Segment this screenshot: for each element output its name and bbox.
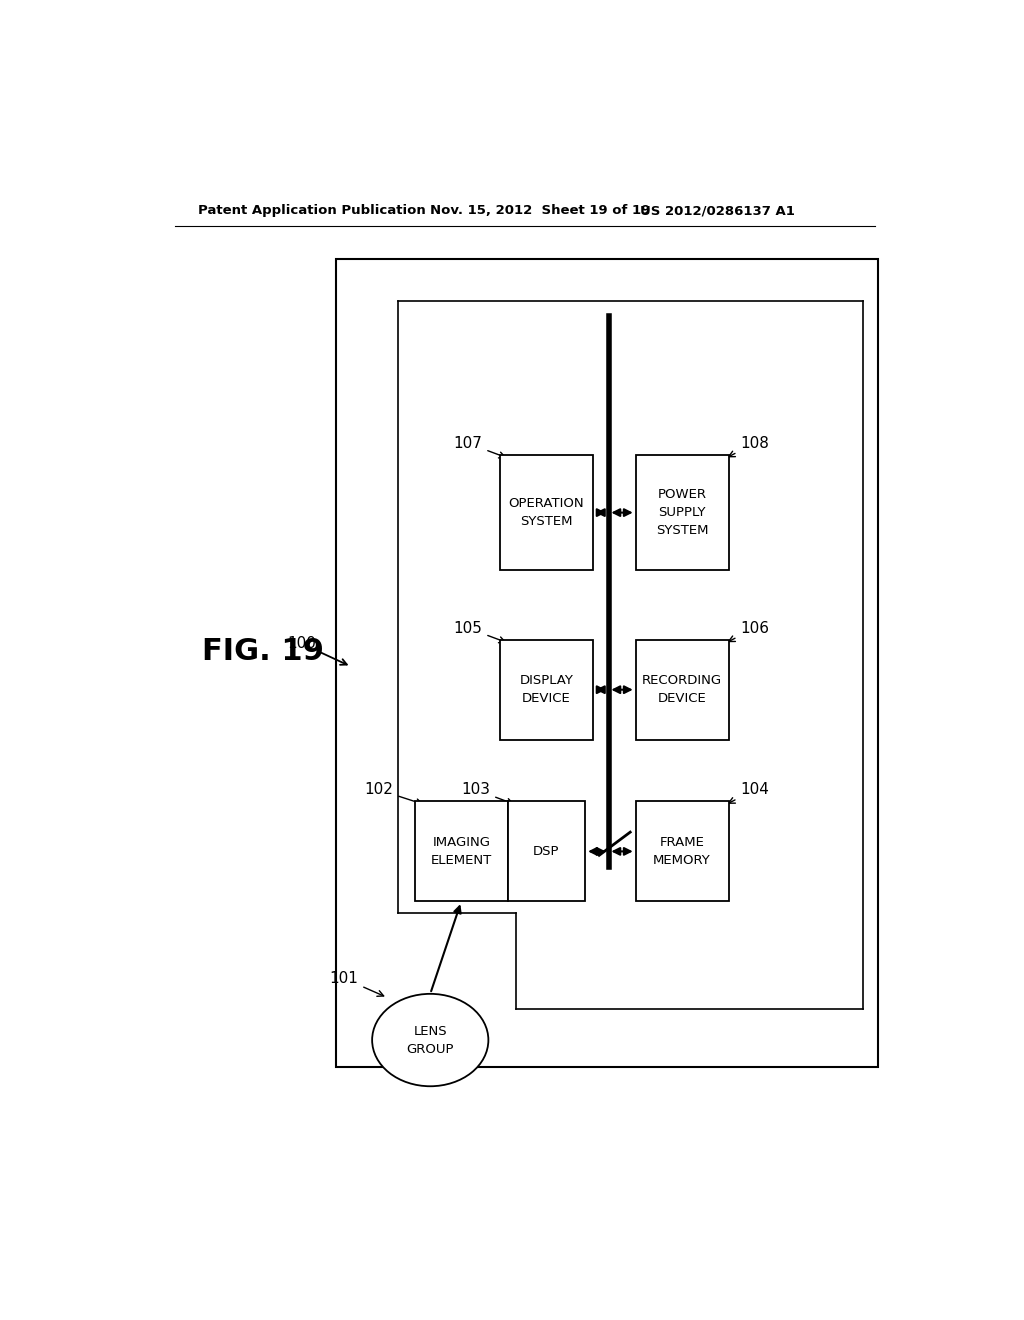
Text: DISPLAY
DEVICE: DISPLAY DEVICE — [519, 675, 573, 705]
Ellipse shape — [372, 994, 488, 1086]
Text: 103: 103 — [461, 783, 513, 804]
Text: 102: 102 — [365, 783, 422, 805]
Bar — [508, 801, 586, 902]
Bar — [415, 801, 508, 902]
Text: Patent Application Publication: Patent Application Publication — [198, 205, 426, 218]
Bar — [636, 455, 729, 570]
Text: 100: 100 — [287, 636, 347, 665]
Text: 107: 107 — [454, 436, 505, 458]
Bar — [636, 801, 729, 902]
Text: RECORDING
DEVICE: RECORDING DEVICE — [642, 675, 722, 705]
Text: 108: 108 — [729, 436, 769, 457]
Text: LENS
GROUP: LENS GROUP — [407, 1024, 454, 1056]
Bar — [500, 640, 593, 739]
Text: 109: 109 — [636, 814, 665, 830]
Text: DSP: DSP — [534, 845, 560, 858]
Text: FIG. 19: FIG. 19 — [202, 636, 324, 665]
Text: IMAGING
ELEMENT: IMAGING ELEMENT — [431, 836, 492, 867]
Text: OPERATION
SYSTEM: OPERATION SYSTEM — [509, 498, 585, 528]
Text: POWER
SUPPLY
SYSTEM: POWER SUPPLY SYSTEM — [656, 488, 709, 537]
Text: 104: 104 — [729, 783, 769, 803]
Text: FRAME
MEMORY: FRAME MEMORY — [653, 836, 711, 867]
Text: Nov. 15, 2012  Sheet 19 of 19: Nov. 15, 2012 Sheet 19 of 19 — [430, 205, 650, 218]
Bar — [336, 259, 879, 1067]
Text: 105: 105 — [454, 620, 505, 643]
Text: 101: 101 — [330, 972, 384, 997]
Bar — [397, 301, 862, 1010]
Text: 106: 106 — [729, 620, 769, 642]
Text: US 2012/0286137 A1: US 2012/0286137 A1 — [640, 205, 795, 218]
Bar — [500, 455, 593, 570]
Bar — [636, 640, 729, 739]
